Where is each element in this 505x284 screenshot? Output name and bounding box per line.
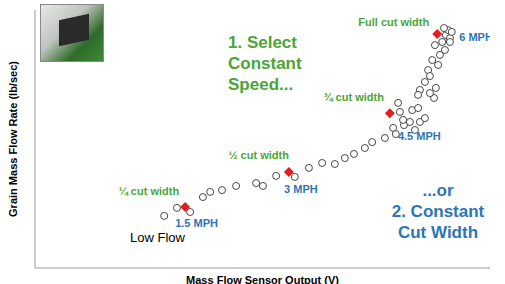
svg-text:Mass Flow Sensor Output (V): Mass Flow Sensor Output (V) bbox=[186, 274, 339, 284]
html-text:Constant: Constant bbox=[228, 54, 302, 73]
html-text:...or: ...or bbox=[422, 181, 454, 200]
svg-text:4.5 MPH: 4.5 MPH bbox=[398, 130, 441, 142]
html-text:Low Flow: Low Flow bbox=[130, 230, 185, 245]
svg-text:1.5 MPH: 1.5 MPH bbox=[175, 217, 218, 229]
svg-text:3 MPH: 3 MPH bbox=[284, 183, 318, 195]
svg-text:6 MPH: 6 MPH bbox=[459, 31, 490, 43]
html-text:2. Constant: 2. Constant bbox=[391, 202, 485, 221]
html-text:1. Select: 1. Select bbox=[228, 33, 297, 52]
svg-text:¾ cut width: ¾ cut width bbox=[323, 91, 384, 103]
svg-text:Grain Mass Flow Rate (lb/sec): Grain Mass Flow Rate (lb/sec) bbox=[8, 61, 19, 217]
svg-text:¼ cut width: ¼ cut width bbox=[119, 185, 180, 197]
html-text:Cut Width: Cut Width bbox=[397, 223, 478, 242]
svg-text:Full cut width: Full cut width bbox=[358, 16, 429, 28]
html-text:Speed...: Speed... bbox=[228, 75, 294, 94]
svg-text:½ cut width: ½ cut width bbox=[228, 149, 289, 161]
